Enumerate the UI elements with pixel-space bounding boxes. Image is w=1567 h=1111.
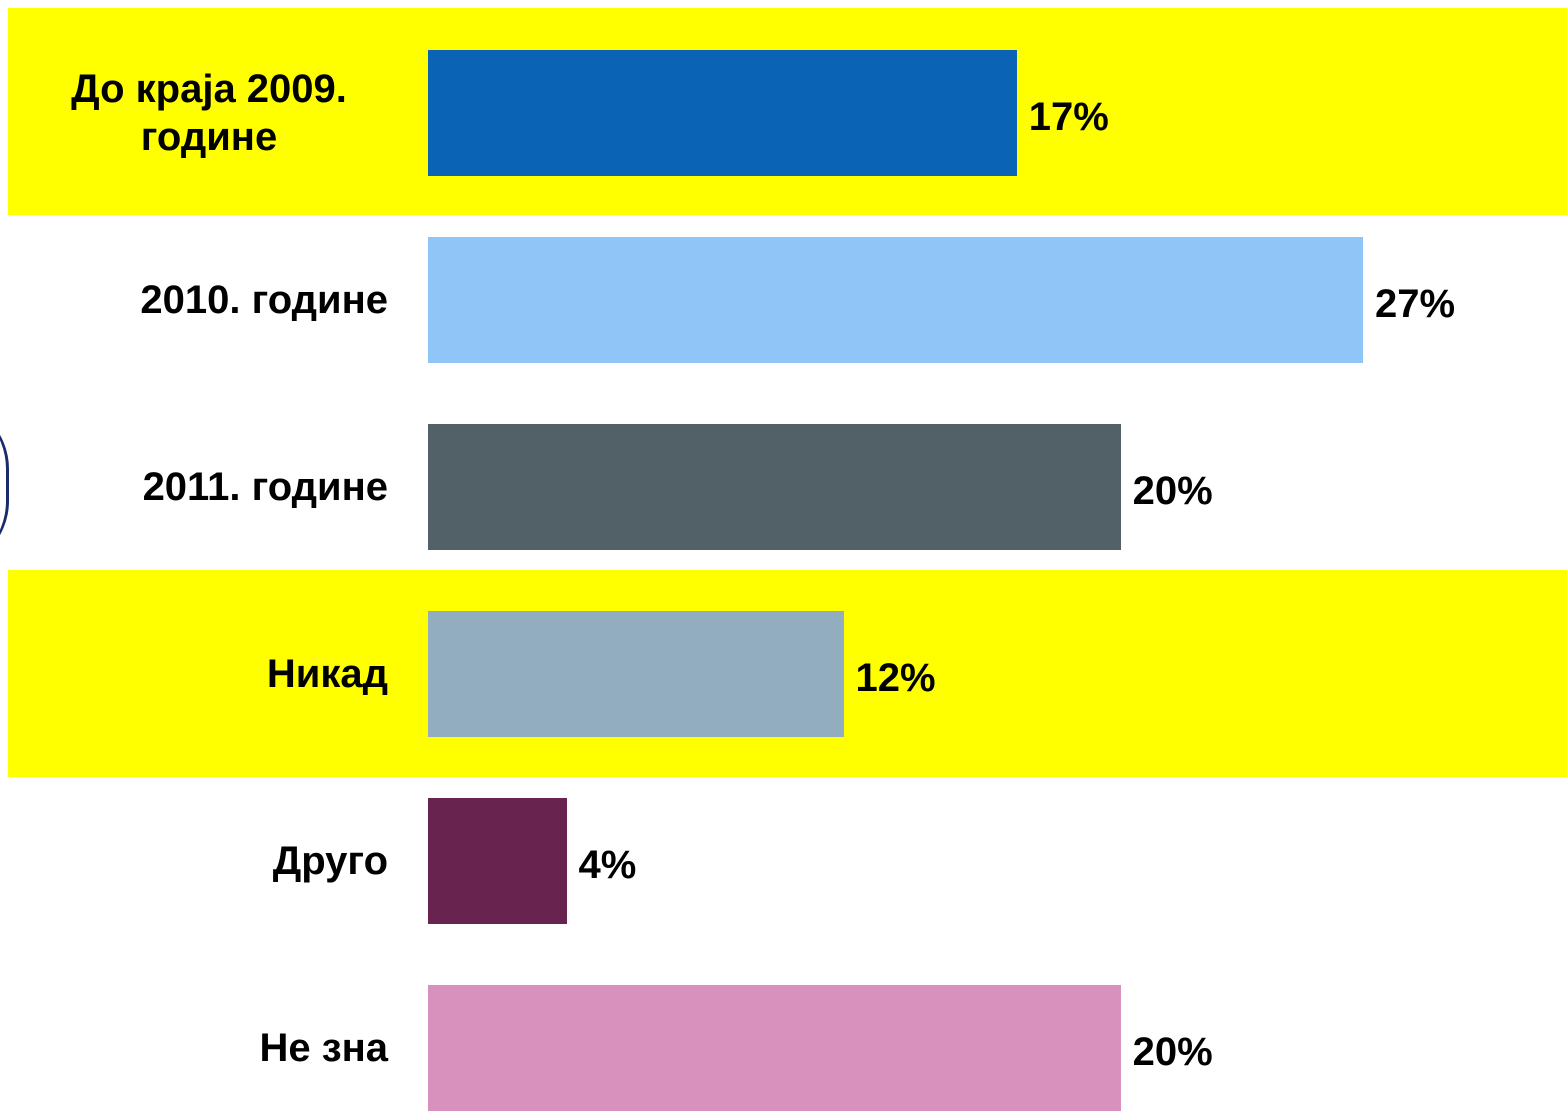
bar bbox=[428, 798, 567, 924]
category-label: Не зна bbox=[259, 1026, 388, 1070]
value-label: 27% bbox=[1375, 282, 1456, 326]
bar bbox=[428, 50, 1017, 176]
category-label: 2010. године bbox=[140, 278, 388, 322]
category-label: 2011. године bbox=[142, 465, 388, 509]
value-label: 17% bbox=[1028, 95, 1109, 139]
bar bbox=[428, 424, 1121, 550]
value-label: 20% bbox=[1132, 469, 1213, 513]
bar bbox=[428, 237, 1363, 363]
decoration-arc bbox=[0, 400, 9, 570]
category-label: До краја 2009. године bbox=[71, 67, 347, 159]
category-label: Друго bbox=[272, 839, 388, 883]
bar bbox=[428, 985, 1121, 1111]
bar bbox=[428, 611, 844, 737]
value-label: 20% bbox=[1132, 1030, 1213, 1074]
category-label: Никад bbox=[266, 652, 388, 696]
value-label: 12% bbox=[855, 656, 936, 700]
value-label: 4% bbox=[578, 843, 637, 887]
